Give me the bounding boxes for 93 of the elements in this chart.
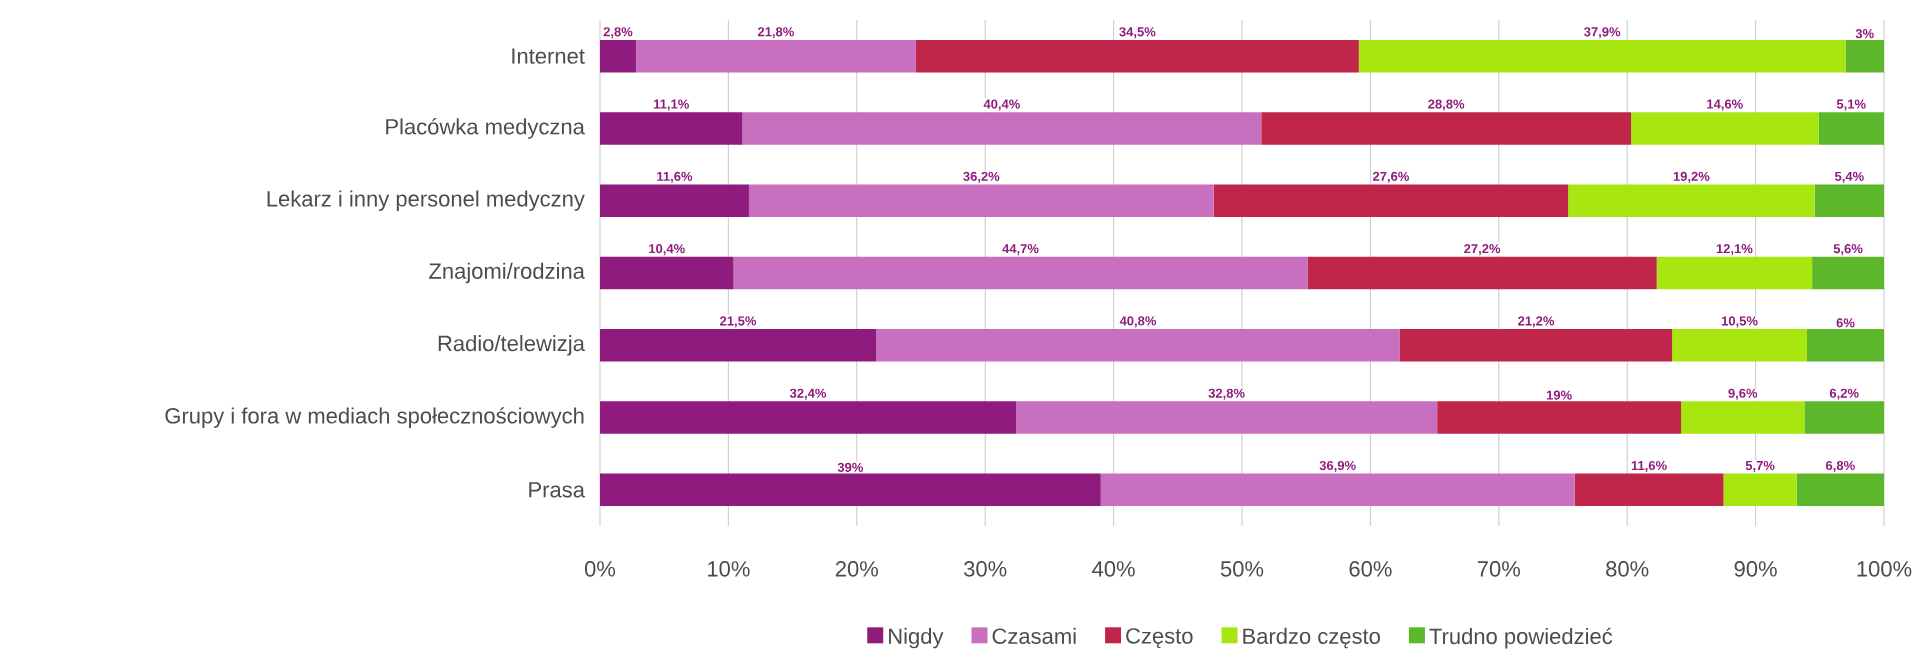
legend-label: Często	[1126, 628, 1193, 649]
bar	[635, 39, 916, 73]
x-tick-label: 30%	[964, 561, 1007, 577]
bar	[876, 329, 1400, 362]
bar	[1437, 401, 1682, 434]
bar	[1806, 329, 1884, 362]
bar	[742, 112, 1262, 145]
data-label: 5,6%	[1833, 244, 1863, 256]
legend-label: Bardzo często	[1243, 627, 1380, 649]
bar	[1213, 184, 1569, 217]
bar	[1016, 401, 1438, 434]
data-label: 21,2%	[1518, 316, 1555, 328]
x-tick-label: 100%	[1857, 561, 1912, 577]
x-tick-label: 60%	[1349, 561, 1392, 577]
data-label: 36,9%	[1319, 460, 1356, 472]
bar	[733, 256, 1308, 290]
data-label: 11,6%	[1631, 460, 1667, 472]
bar	[1804, 401, 1884, 434]
legend-label: Nigdy	[889, 627, 944, 649]
y-tick-label: Prasa	[529, 482, 585, 498]
data-label: 37,9%	[1584, 27, 1621, 39]
x-tick-label: 0%	[584, 561, 616, 577]
data-label: 34,5%	[1119, 27, 1156, 39]
y-tick-label: Radio/telewizja	[438, 335, 585, 356]
data-label: 36,2%	[963, 171, 1000, 183]
bar	[1358, 39, 1846, 73]
data-label: 5,1%	[1836, 99, 1866, 111]
bar	[1307, 256, 1657, 290]
data-label: 6,2%	[1829, 388, 1859, 400]
bar	[1656, 256, 1813, 290]
x-tick-label: 10%	[708, 561, 750, 577]
data-label: 27,6%	[1372, 171, 1410, 183]
data-label: 9,6%	[1728, 388, 1758, 400]
bar	[1672, 329, 1807, 362]
bar	[1723, 473, 1797, 507]
data-label: 14,6%	[1707, 99, 1743, 111]
x-tick-label: 90%	[1734, 561, 1777, 577]
x-tick-label: 40%	[1092, 561, 1135, 577]
data-label: 11,6%	[657, 171, 693, 183]
data-label: 44,7%	[1002, 244, 1039, 256]
y-tick-label: Placówka medyczna	[386, 118, 585, 139]
data-label: 2,8%	[603, 27, 633, 39]
data-label: 10,4%	[649, 244, 685, 256]
data-label: 40,4%	[983, 99, 1020, 111]
bar	[600, 473, 1101, 507]
data-label: 6,8%	[1826, 460, 1855, 472]
data-label: 39%	[837, 462, 864, 472]
bar	[1814, 184, 1884, 217]
data-label: 3%	[1855, 29, 1874, 39]
data-label: 5,4%	[1834, 171, 1864, 183]
bar	[1631, 112, 1819, 145]
bar	[600, 112, 743, 145]
data-label: 12,1%	[1716, 244, 1753, 256]
data-label: 40,8%	[1119, 316, 1157, 328]
bar	[1261, 112, 1632, 145]
bar	[915, 39, 1359, 73]
bar	[1812, 256, 1884, 290]
data-label: 21,8%	[757, 27, 794, 39]
bar	[1845, 39, 1884, 73]
data-label: 21,5%	[720, 316, 757, 328]
bar	[600, 39, 636, 73]
data-label: 27,2%	[1464, 244, 1501, 256]
y-tick-label: Znajomi/rodzina	[429, 262, 585, 284]
legend-label: Czasami	[992, 627, 1076, 644]
y-tick-label: Internet	[512, 48, 585, 64]
bar	[1100, 473, 1575, 507]
x-tick-label: 70%	[1477, 561, 1521, 577]
bar	[600, 329, 877, 362]
bar	[600, 256, 734, 290]
data-label: 19%	[1546, 390, 1572, 400]
bar	[600, 401, 1017, 434]
data-label: 5,7%	[1745, 460, 1775, 472]
bar	[1796, 473, 1884, 507]
data-label: 6%	[1836, 318, 1855, 328]
data-label: 11,1%	[654, 99, 689, 111]
x-tick-label: 80%	[1606, 561, 1649, 577]
x-tick-label: 50%	[1220, 561, 1264, 577]
data-label: 28,8%	[1428, 99, 1465, 111]
bar	[1568, 184, 1815, 217]
data-label: 10,5%	[1721, 316, 1758, 328]
bar	[1818, 112, 1884, 145]
bar	[1574, 473, 1724, 507]
bar	[1399, 329, 1673, 362]
y-tick-label: Lekarz i inny personel medyczny	[267, 190, 585, 211]
bar	[748, 184, 1214, 217]
bar	[600, 184, 749, 217]
bar	[1681, 401, 1805, 434]
data-label: 19,2%	[1673, 171, 1710, 183]
legend-label: Trudno powiedzieć	[1429, 627, 1613, 649]
x-tick-label: 20%	[835, 561, 879, 577]
data-label: 32,8%	[1208, 388, 1245, 400]
y-tick-label: Grupy i fora w mediach społecznościowych	[165, 407, 584, 428]
data-label: 32,4%	[789, 388, 827, 400]
